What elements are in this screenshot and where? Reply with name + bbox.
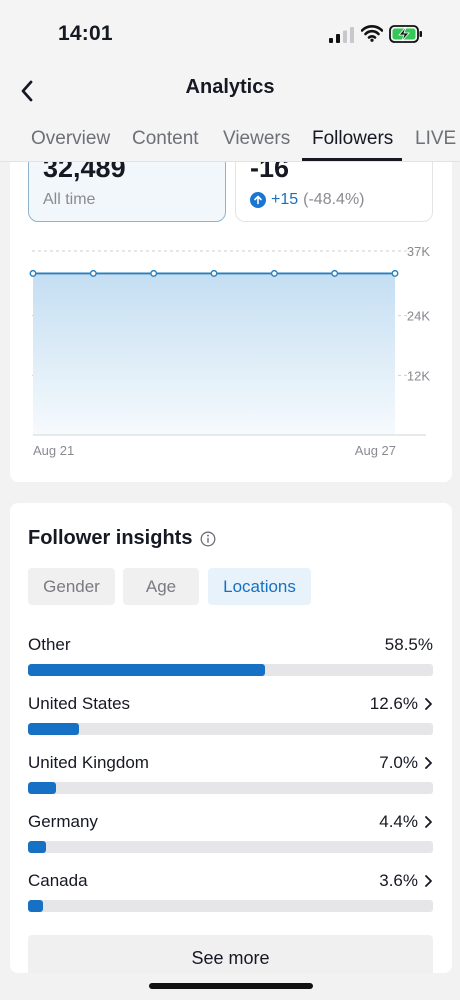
filter-locations[interactable]: Locations bbox=[208, 568, 311, 605]
y-tick-label: 37K bbox=[407, 244, 430, 259]
data-point bbox=[29, 269, 37, 277]
x-tick-label: Aug 21 bbox=[33, 443, 74, 458]
home-indicator bbox=[149, 983, 313, 989]
tab-content[interactable]: Content bbox=[132, 128, 199, 149]
net-followers-stat[interactable]: -16 +15 (-48.4%) bbox=[235, 162, 433, 222]
area-fill bbox=[33, 273, 395, 435]
chevron-right-icon bbox=[425, 875, 432, 887]
location-row[interactable]: United States 12.6% bbox=[28, 694, 433, 742]
location-name: Canada bbox=[28, 871, 88, 890]
location-bar-track bbox=[28, 841, 433, 853]
filter-gender[interactable]: Gender bbox=[28, 568, 115, 605]
see-more-button[interactable]: See more bbox=[28, 935, 433, 973]
data-point bbox=[150, 269, 158, 277]
wifi-icon bbox=[361, 25, 383, 42]
data-point bbox=[331, 269, 339, 277]
location-percent-wrap: 4.4% bbox=[379, 812, 433, 832]
page-title: Analytics bbox=[185, 76, 275, 98]
nav-header: Analytics bbox=[0, 66, 460, 116]
location-bar-track bbox=[28, 664, 433, 676]
total-followers-value: 32,489 bbox=[43, 162, 126, 183]
location-name: Germany bbox=[28, 812, 98, 831]
location-percent-wrap: 3.6% bbox=[379, 871, 433, 891]
followers-overview-card: 32,489 All time -16 +15 (-48.4%) 37K 24K 1… bbox=[10, 162, 452, 482]
arrow-up-icon bbox=[250, 192, 266, 208]
back-button[interactable] bbox=[14, 76, 40, 106]
x-tick-label: Aug 27 bbox=[355, 443, 396, 458]
cellular-signal-icon bbox=[329, 27, 354, 43]
follower-insights-card: Follower insights Gender Age Locations O… bbox=[10, 503, 452, 973]
location-percent-wrap: 58.5% bbox=[385, 635, 433, 655]
tab-viewers[interactable]: Viewers bbox=[223, 128, 291, 149]
insights-title-text: Follower insights bbox=[28, 527, 193, 549]
location-percent: 7.0% bbox=[379, 753, 418, 772]
net-followers-change: +15 (-48.4%) bbox=[250, 191, 365, 209]
location-bar-fill bbox=[28, 900, 43, 912]
data-point bbox=[391, 269, 399, 277]
location-row[interactable]: United Kingdom 7.0% bbox=[28, 753, 433, 801]
status-time: 14:01 bbox=[58, 22, 113, 45]
location-name: United States bbox=[28, 694, 131, 713]
net-change-value: +15 bbox=[271, 191, 299, 208]
location-name: Other bbox=[28, 635, 71, 654]
tab-followers[interactable]: Followers bbox=[312, 128, 394, 149]
total-followers-label: All time bbox=[43, 191, 96, 208]
battery-charging-icon bbox=[389, 25, 422, 43]
y-tick-label: 12K bbox=[407, 368, 430, 383]
location-percent: 12.6% bbox=[369, 694, 418, 713]
followers-area-chart: 37K 24K 12K Aug 21 Aug 27 bbox=[29, 244, 430, 458]
chevron-right-icon bbox=[425, 816, 432, 828]
location-percent-wrap: 12.6% bbox=[370, 694, 433, 714]
location-row: Other 58.5% bbox=[28, 635, 433, 683]
y-tick-label: 24K bbox=[407, 309, 430, 324]
location-bar-track bbox=[28, 723, 433, 735]
location-percent: 58.5% bbox=[384, 635, 433, 654]
location-bar-fill bbox=[28, 664, 265, 676]
location-percent: 4.4% bbox=[379, 812, 418, 831]
total-followers-stat[interactable]: 32,489 All time bbox=[28, 162, 226, 222]
location-percent: 3.6% bbox=[379, 871, 418, 890]
location-name: United Kingdom bbox=[28, 753, 149, 772]
location-bar-track bbox=[28, 782, 433, 794]
insights-title: Follower insights bbox=[28, 527, 216, 550]
location-row[interactable]: Germany 4.4% bbox=[28, 812, 433, 860]
tab-overview[interactable]: Overview bbox=[31, 128, 111, 149]
location-bar-fill bbox=[28, 723, 80, 735]
filter-age[interactable]: Age bbox=[123, 568, 199, 605]
data-point bbox=[89, 269, 97, 277]
net-followers-value: -16 bbox=[250, 162, 290, 183]
location-percent-wrap: 7.0% bbox=[379, 753, 433, 773]
chevron-right-icon bbox=[425, 698, 432, 710]
net-change-percent: (-48.4%) bbox=[303, 191, 365, 208]
location-bar-fill bbox=[28, 782, 57, 794]
location-bar-fill bbox=[28, 841, 46, 853]
tab-live[interactable]: LIVE bbox=[415, 128, 457, 149]
data-point bbox=[270, 269, 278, 277]
status-bar: 14:01 bbox=[0, 0, 460, 66]
info-icon[interactable] bbox=[200, 531, 216, 547]
location-row[interactable]: Canada 3.6% bbox=[28, 871, 433, 919]
chevron-right-icon bbox=[425, 757, 432, 769]
data-point bbox=[210, 269, 218, 277]
tab-bar: Overview Content Viewers Followers LIVE bbox=[0, 116, 460, 162]
active-tab-indicator bbox=[302, 158, 402, 161]
location-bar-track bbox=[28, 900, 433, 912]
chevron-left-icon bbox=[21, 80, 33, 102]
